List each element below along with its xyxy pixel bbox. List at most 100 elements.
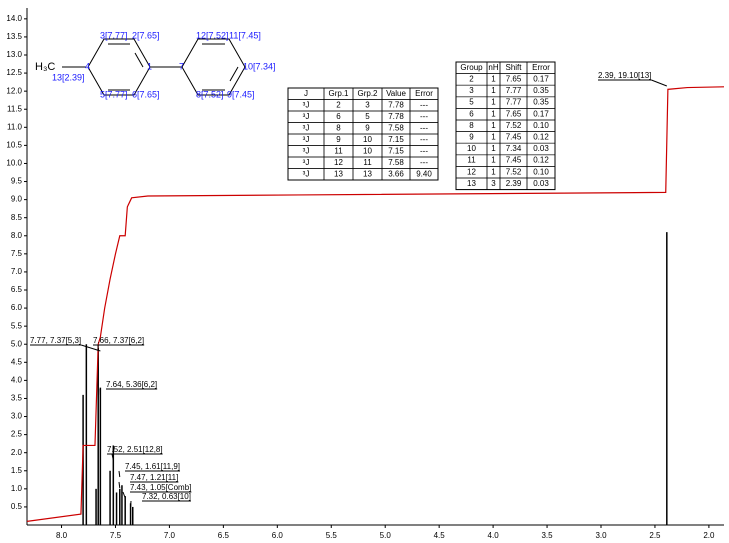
table-header: Error [415, 89, 433, 98]
atom-label: 5[7.77] [100, 89, 128, 99]
table-cell-text: 1 [491, 98, 496, 107]
table-cell-text: 0.17 [533, 75, 549, 84]
y-tick-label: 8.0 [11, 231, 23, 240]
table-header: Error [532, 63, 550, 72]
table-cell-text: 2 [336, 100, 341, 109]
table-cell-text: 0.10 [533, 121, 549, 130]
x-tick-label: 3.0 [595, 531, 607, 540]
peak-label: 7.32, 0.63[10] [142, 492, 191, 501]
table-cell-text: 12 [467, 167, 476, 176]
atom-label: 6[7.65] [132, 89, 160, 99]
table-cell-text: 7.65 [506, 75, 522, 84]
y-tick-label: 5.0 [11, 339, 23, 348]
peak-label: 7.47, 1.21[11] [130, 473, 178, 482]
x-tick-label: 2.5 [649, 531, 661, 540]
x-tick-label: 4.0 [488, 531, 500, 540]
table-cell-text: 8 [469, 121, 474, 130]
atom-label: 3[7.77] [100, 30, 128, 40]
y-tick-label: 1.5 [11, 466, 23, 475]
label-leader [118, 470, 121, 478]
y-tick-label: 11.5 [7, 104, 23, 113]
table-cell-text: ³J [303, 100, 310, 109]
table-cell-text: 5 [365, 112, 370, 121]
table-header: Value [386, 89, 406, 98]
table-cell-text: 9.40 [416, 169, 432, 178]
atom-label: 10[7.34] [243, 61, 276, 71]
table-cell-text: --- [420, 100, 428, 109]
table-cell-text: --- [420, 135, 428, 144]
table-cell-text: 13 [334, 169, 343, 178]
table-cell-text: 2.39 [506, 179, 522, 188]
table-header: Shift [505, 63, 522, 72]
table-header: Group [460, 63, 483, 72]
y-tick-label: 3.0 [11, 412, 23, 421]
table-cell-text: 3 [469, 86, 474, 95]
y-tick-label: 14.0 [6, 14, 22, 23]
y-tick-label: 6.5 [11, 285, 23, 294]
table-cell-text: 1 [491, 121, 496, 130]
table-cell-text: 7.58 [388, 123, 404, 132]
table-cell-text: 13 [363, 169, 372, 178]
table-cell-text: 7.52 [506, 121, 522, 130]
x-tick-label: 3.5 [541, 531, 553, 540]
y-tick-label: 2.0 [11, 448, 23, 457]
table-header: nH [488, 63, 498, 72]
table-cell [409, 168, 439, 181]
y-tick-label: 4.0 [11, 375, 23, 384]
y-tick-label: 2.5 [11, 430, 23, 439]
table-cell-text: 0.12 [533, 156, 549, 165]
y-tick-label: 10.5 [6, 140, 22, 149]
table-cell-text: 10 [467, 144, 476, 153]
table-cell-text: 7.45 [506, 133, 522, 142]
table-cell-text: 0.10 [533, 167, 549, 176]
table-header: J [304, 89, 308, 98]
table-cell-text: 6 [469, 109, 474, 118]
atom-label: 8[7.52] [196, 89, 224, 99]
label-leader [118, 481, 121, 489]
label-leader [81, 344, 101, 352]
table-cell-text: 3.66 [388, 169, 404, 178]
y-tick-label: 7.5 [11, 249, 23, 258]
table-cell-text: 10 [363, 135, 372, 144]
table-cell-text: ³J [303, 135, 310, 144]
table-cell-text: 10 [363, 146, 372, 155]
table-cell-text: 7.15 [388, 146, 404, 155]
x-tick-label: 6.5 [218, 531, 230, 540]
table-cell-text: 7.65 [506, 109, 522, 118]
atom-label: 4 [85, 61, 90, 71]
atom-label: 9[7.45] [227, 89, 255, 99]
y-tick-label: 11.0 [7, 122, 23, 131]
table-cell-text: 12 [334, 158, 343, 167]
x-tick-label: 4.5 [434, 531, 446, 540]
atom-label: 2[7.65] [132, 30, 160, 40]
table-cell-text: 0.03 [533, 179, 549, 188]
table-cell-text: 9 [336, 135, 341, 144]
y-tick-label: 12.0 [6, 86, 22, 95]
atom-label: 13[2.39] [52, 72, 85, 82]
table-cell-text: --- [420, 123, 428, 132]
table-cell-text: 7.78 [388, 112, 404, 121]
table-cell-text: 9 [469, 133, 474, 142]
atom-label: 12[7.52] [196, 30, 229, 40]
table-cell-text: 7.77 [506, 98, 522, 107]
table-cell-text: ³J [303, 169, 310, 178]
table-header: Grp.1 [328, 89, 349, 98]
y-tick-label: 5.5 [11, 321, 23, 330]
table-cell-text: 11 [363, 158, 372, 167]
x-tick-label: 6.0 [272, 531, 284, 540]
x-tick-label: 8.0 [56, 531, 68, 540]
table-cell-text: 11 [334, 146, 343, 155]
y-tick-label: 9.0 [11, 195, 23, 204]
table-cell-text: 7.34 [506, 144, 522, 153]
peak-label: 7.64, 5.36[6,2] [106, 380, 157, 389]
table-cell-text: 0.03 [533, 144, 549, 153]
table-cell-text: 1 [491, 167, 496, 176]
peak-label: 2.39, 19.10[13] [598, 71, 651, 80]
label-leader [111, 453, 114, 461]
table-cell-text: 1 [491, 75, 496, 84]
table-cell-text: 2 [469, 75, 474, 84]
table-cell-text: 0.17 [533, 109, 549, 118]
table-cell-text: 1 [491, 156, 496, 165]
label-leader [122, 491, 126, 499]
